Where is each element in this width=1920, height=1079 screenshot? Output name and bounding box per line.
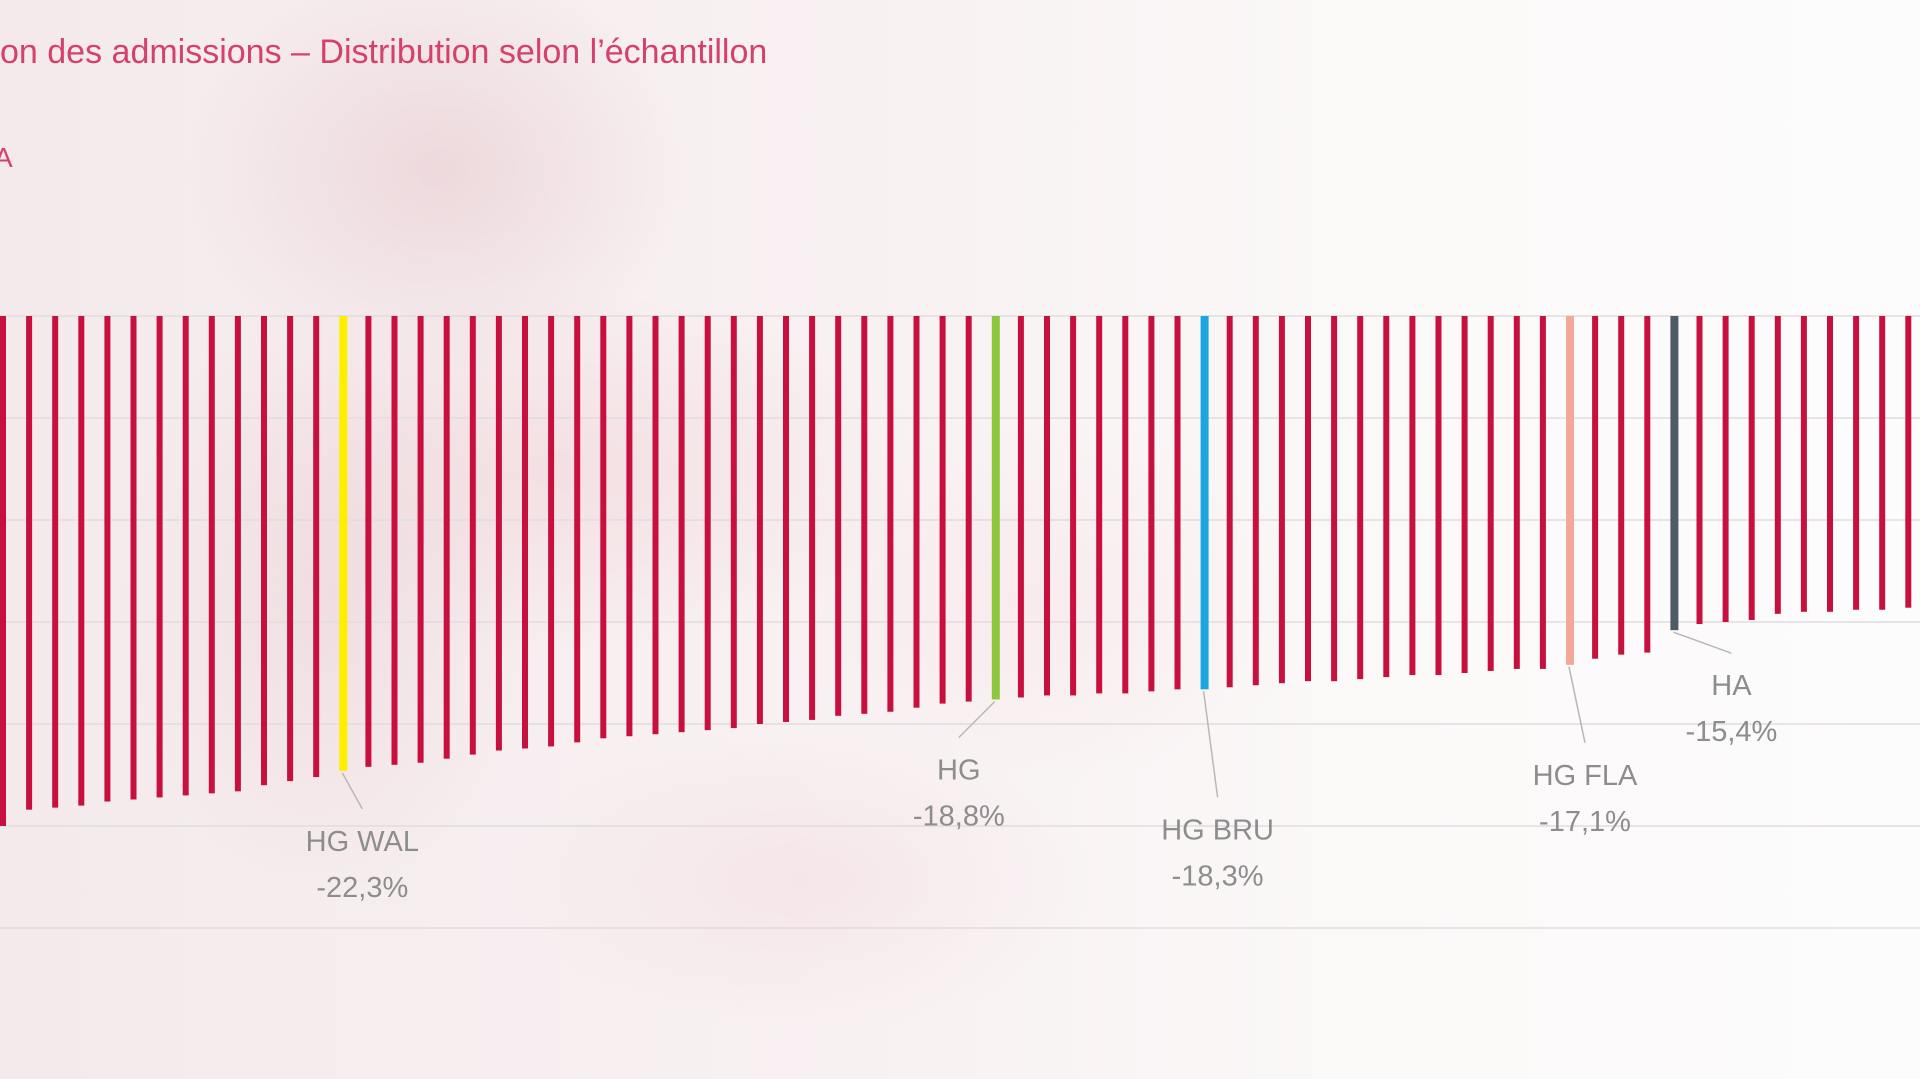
highlight-name-label: HG WAL xyxy=(306,826,419,858)
bar xyxy=(1774,316,1781,614)
bar xyxy=(522,316,528,749)
highlight-value-label: -22,3% xyxy=(316,872,408,904)
bar xyxy=(1174,316,1181,690)
highlight-value-label: -15,4% xyxy=(1685,716,1777,748)
bar xyxy=(835,316,842,716)
bar xyxy=(1305,316,1311,682)
bar xyxy=(704,316,711,731)
bar xyxy=(1331,316,1338,682)
bar xyxy=(1696,316,1703,625)
bar xyxy=(26,316,33,810)
bar xyxy=(1539,316,1546,669)
chart-title: on des admissions – Distribution selon l… xyxy=(0,33,768,71)
bar-hg xyxy=(991,316,1000,700)
bar xyxy=(261,316,267,786)
bar xyxy=(1252,316,1259,686)
bar xyxy=(1618,316,1625,655)
bar xyxy=(1853,316,1860,610)
bar xyxy=(52,316,59,808)
bar xyxy=(417,316,424,763)
bar xyxy=(1487,316,1494,671)
bar xyxy=(130,316,137,800)
bar xyxy=(887,316,894,712)
bar xyxy=(365,316,372,767)
leader-line xyxy=(1673,631,1732,654)
bar-hg-wal xyxy=(339,316,348,771)
bar xyxy=(730,316,737,729)
bar xyxy=(626,316,633,737)
bar xyxy=(1226,316,1233,688)
bar xyxy=(495,316,502,751)
bar xyxy=(313,316,320,778)
bar xyxy=(156,316,163,798)
bar xyxy=(1800,316,1807,612)
highlight-labels: HG WAL -22,3% HG -18,8% HG BRU -18,3% HG FLA -1… xyxy=(306,631,1777,904)
bar xyxy=(0,316,6,826)
bar xyxy=(234,316,241,792)
bar xyxy=(783,316,789,722)
bar-hg-bru xyxy=(1200,316,1209,690)
bar xyxy=(287,316,294,782)
bar xyxy=(652,316,659,735)
highlight-name-label: HG BRU xyxy=(1161,814,1274,846)
bar xyxy=(1017,316,1024,698)
highlight-value-label: -18,3% xyxy=(1172,860,1264,892)
bar xyxy=(1409,316,1416,676)
bar xyxy=(600,316,607,739)
bar xyxy=(756,316,763,724)
bar xyxy=(1383,316,1390,678)
bar xyxy=(1122,316,1129,694)
highlight-name-label: HG xyxy=(937,755,981,787)
bar xyxy=(391,316,398,765)
chart-subtitle-fragment: A xyxy=(0,142,13,173)
bar xyxy=(1278,316,1285,684)
bar xyxy=(1722,316,1729,622)
highlight-name-label: HA xyxy=(1711,670,1752,702)
bar xyxy=(1096,316,1103,694)
highlight-value-label: -18,8% xyxy=(913,801,1005,833)
bar-ha xyxy=(1670,316,1679,631)
bar xyxy=(861,316,868,714)
bar xyxy=(104,316,111,802)
bar xyxy=(1044,316,1050,696)
bar xyxy=(965,316,972,702)
bar xyxy=(913,316,920,708)
bar xyxy=(1513,316,1520,669)
bar xyxy=(78,316,85,806)
gridlines xyxy=(0,315,1920,929)
bar xyxy=(1879,316,1886,610)
bar xyxy=(678,316,685,733)
bar xyxy=(1905,316,1912,608)
leader-line xyxy=(1568,666,1586,743)
bar xyxy=(443,316,450,759)
bar-series xyxy=(0,316,1912,826)
bar-hg-fla xyxy=(1566,316,1574,665)
bar xyxy=(1748,316,1755,620)
bar xyxy=(574,316,581,743)
bar xyxy=(809,316,816,720)
highlight-name-label: HG FLA xyxy=(1533,760,1638,792)
leader-line xyxy=(341,772,363,810)
leader-line xyxy=(958,700,996,739)
bar xyxy=(1070,316,1077,696)
highlight-value-label: -17,1% xyxy=(1539,806,1631,838)
bar xyxy=(1644,316,1651,653)
bar xyxy=(939,316,946,704)
bar xyxy=(1435,316,1442,676)
bar xyxy=(1592,316,1599,659)
bar xyxy=(182,316,189,796)
bar xyxy=(208,316,215,794)
bar xyxy=(548,316,555,747)
bar xyxy=(1461,316,1468,673)
bar xyxy=(1827,316,1833,612)
bar xyxy=(469,316,476,755)
bar xyxy=(1357,316,1364,680)
bar xyxy=(1148,316,1155,692)
leader-line xyxy=(1202,691,1219,798)
